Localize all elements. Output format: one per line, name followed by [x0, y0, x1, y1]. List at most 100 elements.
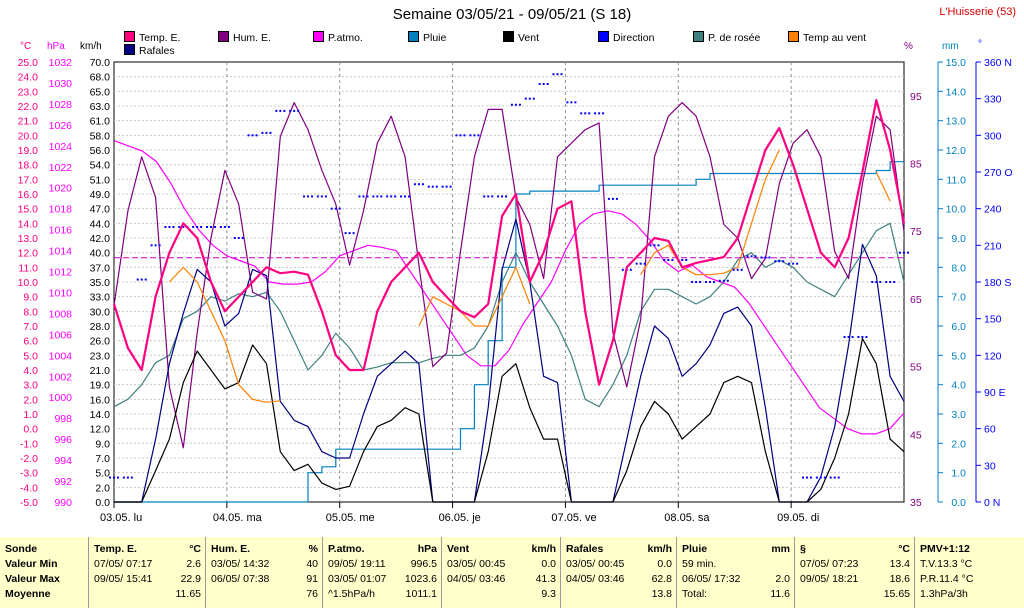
direction-dot [338, 207, 341, 210]
rain-tick-label: 13.0 [946, 116, 967, 128]
stat-value: T.V.13.3 °C [920, 558, 973, 570]
legend-hum: Hum. E. [218, 31, 271, 44]
direction-dot [847, 336, 850, 338]
wind-tick-label: 16.0 [90, 394, 111, 406]
stat-row: 59 min. [677, 557, 795, 572]
stat-title: Sonde [5, 543, 38, 555]
temp-unit-label: °C [20, 41, 32, 52]
direction-dot [316, 195, 319, 198]
direction-dot [823, 476, 826, 479]
stat-time: Total: [682, 588, 708, 600]
dir-unit-label: ° [978, 39, 982, 50]
stat-unit: km/h [531, 543, 556, 555]
press-tick-label: 990 [54, 497, 72, 509]
wind-tick-label: 70.0 [90, 57, 111, 69]
direction-dot [473, 134, 476, 137]
direction-dot [552, 73, 555, 76]
stat-value: 41.3 [535, 573, 556, 585]
statistics-panel: Sonde Valeur Min Valeur Max Moyenne Temp… [0, 537, 1024, 608]
dir-tick-label: 30 [984, 460, 996, 472]
rain-tick-label: 5.0 [951, 350, 966, 362]
direction-dot [122, 476, 125, 479]
press-tick-label: 1014 [49, 246, 73, 258]
stats-col-pmv: PMV+1:12 T.V.13.3 °C P.R.11.4 °C 1.3hPa/… [914, 537, 1024, 608]
series-rafales [114, 218, 905, 503]
direction-dot [136, 278, 139, 281]
wind-unit-label: km/h [80, 41, 102, 52]
direction-dot [241, 237, 244, 239]
hum-tick-label: 65 [910, 294, 922, 306]
dir-tick-label: 360 N [984, 57, 1012, 69]
temp-tick-label: -1.0 [20, 438, 38, 450]
press-tick-label: 1006 [49, 329, 73, 341]
direction-dot [293, 109, 296, 112]
direction-dot [815, 476, 818, 479]
direction-dot [805, 476, 808, 479]
hum-tick-label: 55 [910, 362, 922, 374]
direction-dot [594, 112, 597, 115]
stat-unit: km/h [647, 543, 672, 555]
stat-time: 09/05/ 19:11 [328, 558, 386, 570]
direction-dot [449, 185, 452, 188]
stat-row: 03/05/ 00:45 0.0 [561, 557, 677, 572]
legend-swatch [598, 31, 609, 42]
direction-dot [144, 278, 147, 281]
direction-dot [348, 232, 351, 235]
direction-dot [635, 262, 638, 265]
stat-value: 62.8 [651, 573, 672, 585]
direction-dot [320, 195, 323, 198]
direction-dot [774, 260, 777, 263]
direction-dot [643, 262, 646, 265]
direction-dot [435, 185, 438, 188]
stat-title: PMV+1:12 [920, 543, 970, 555]
direction-dot [255, 134, 258, 137]
stat-header: PMV+1:12 [915, 542, 1024, 557]
stat-value: 11.6 [770, 588, 790, 600]
series-hum-e [113, 102, 905, 449]
direction-dot [667, 259, 670, 261]
legend-swatch [408, 31, 419, 42]
direction-dot [778, 260, 781, 263]
direction-dot [501, 195, 504, 198]
direction-dot [732, 268, 735, 271]
direction-dot [394, 195, 397, 198]
stat-time: 03/05/ 14:32 [211, 558, 270, 570]
stat-time: 04/05/ 03:46 [566, 573, 625, 585]
direction-dot [283, 109, 286, 112]
direction-dot [621, 268, 624, 271]
temp-tick-label: -4.0 [20, 482, 38, 494]
temp-tick-label: 6.0 [23, 336, 38, 348]
direction-dot [899, 251, 901, 254]
stat-row-pmv-3: 1.3hPa/3h [915, 587, 1024, 602]
stat-time: 03/05/ 00:45 [566, 558, 625, 570]
direction-dot [279, 109, 282, 112]
wind-tick-label: 7.0 [95, 453, 110, 465]
direction-dot [653, 244, 656, 247]
stat-value: 0.0 [657, 558, 672, 570]
series-temp-e [112, 99, 906, 386]
legend-label: Temp. E. [139, 32, 181, 44]
stat-value: 996.5 [410, 558, 437, 570]
wind-tick-label: 54.0 [90, 160, 111, 172]
dir-tick-label: 150 [984, 314, 1002, 326]
direction-dot [265, 131, 268, 134]
direction-dot [380, 195, 383, 198]
x-tick-label: 09.05. di [777, 512, 819, 524]
direction-dot [861, 336, 864, 338]
direction-dot [657, 244, 660, 247]
legend-label: Hum. E. [233, 32, 271, 44]
press-unit-label: hPa [47, 41, 65, 52]
wind-tick-label: 19.0 [90, 380, 111, 392]
direction-dot [639, 262, 642, 265]
stat-value: 1023.6 [404, 573, 437, 585]
wind-tick-label: 23.0 [90, 350, 111, 362]
stat-row: Total: 11.6 [677, 587, 795, 602]
stat-time: ^1.5hPa/h [328, 588, 375, 600]
direction-dot [629, 268, 632, 271]
temp-tick-label: 4.0 [23, 365, 38, 377]
direction-dot [223, 226, 226, 228]
press-tick-label: 1012 [49, 267, 73, 279]
stat-row-min: Valeur Min [0, 557, 88, 572]
stat-value: 76 [306, 588, 318, 600]
temp-tick-label: 16.0 [18, 189, 39, 201]
